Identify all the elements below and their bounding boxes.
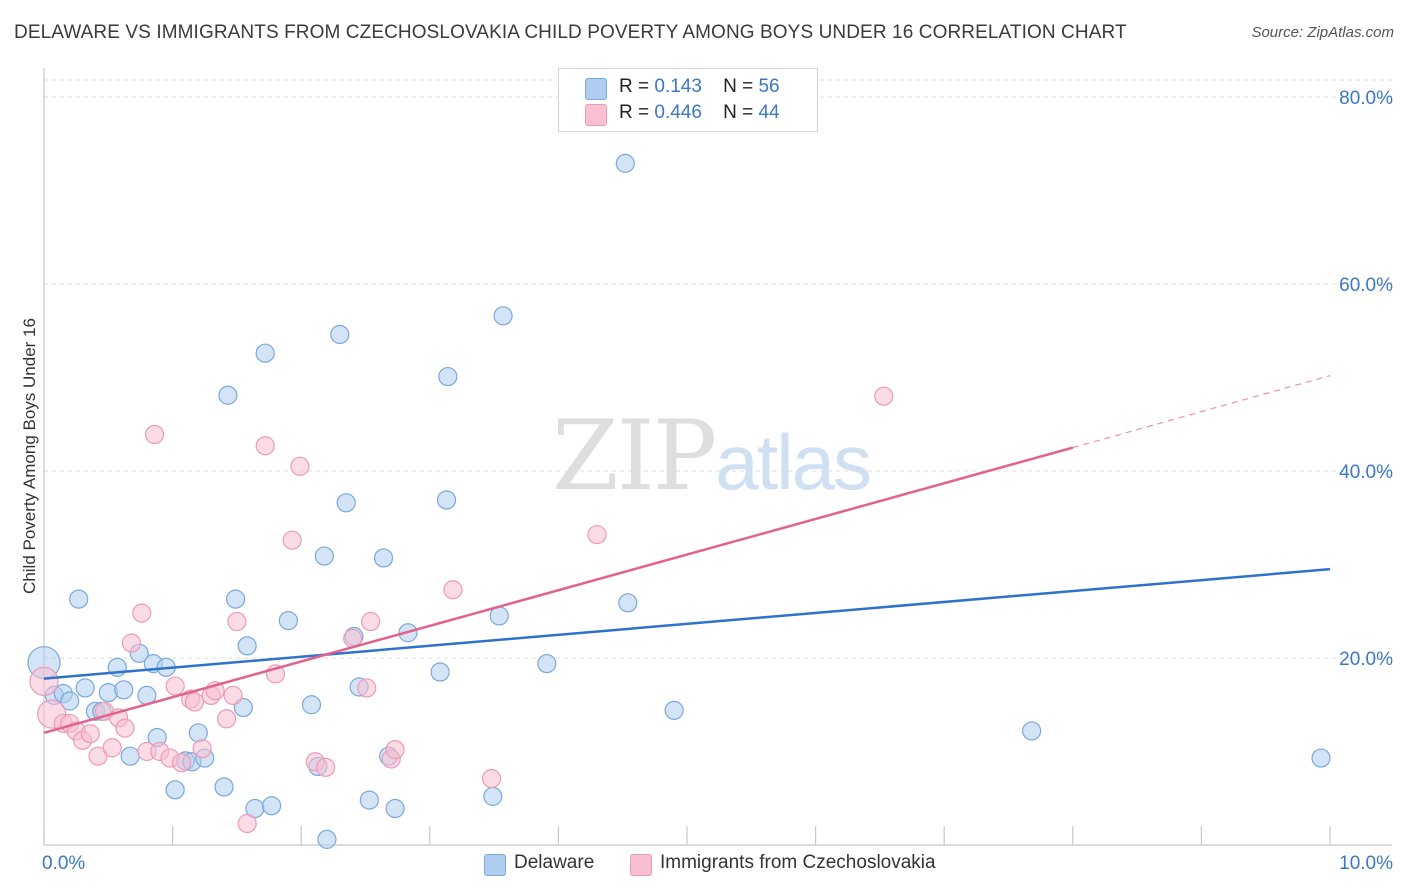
point-delaware [314,546,334,566]
point-delaware [385,798,405,819]
point-delaware [237,636,257,656]
x-tick-label-max: 10.0% [1339,853,1393,874]
point-delaware [218,385,238,405]
point-delaware [60,691,80,711]
point-delaware [436,490,457,510]
legend-label-delaware: Delaware [514,852,595,873]
point-czechoslovakia [443,580,463,600]
point-czechoslovakia [316,757,336,777]
watermark: ZIPatlas [552,400,872,512]
legend-r-value: 0.446 [654,102,702,123]
trend-line-czechoslovakia [43,446,1074,735]
point-czechoslovakia [80,724,100,744]
point-delaware [75,678,95,698]
point-delaware [317,829,337,849]
legend-swatch-delaware [585,78,607,100]
point-delaware [1311,748,1331,768]
point-delaware [664,700,684,720]
trend-lines [43,375,1331,735]
point-delaware [330,324,350,345]
point-delaware [1022,721,1042,741]
point-delaware [214,777,234,797]
point-delaware [618,593,638,613]
point-delaware [537,654,557,674]
x-tick-label-min: 0.0% [42,853,85,874]
correlation-legend: R = 0.143 N = 56 R = 0.446 N = 44 [558,68,818,132]
point-czechoslovakia [237,813,257,834]
axes [43,68,1392,846]
point-delaware [359,790,379,810]
point-czechoslovakia [227,611,247,632]
legend-r-label: R = [619,76,650,97]
point-czechoslovakia [192,739,212,759]
point-czechoslovakia [223,685,243,706]
point-delaware [483,786,503,806]
point-czechoslovakia [144,424,165,445]
legend-n-value: 56 [758,76,780,97]
point-czechoslovakia [587,524,607,545]
y-tick-label: 20.0% [1339,649,1393,670]
point-delaware [336,493,356,513]
legend-r-value: 0.143 [654,76,702,97]
point-czechoslovakia [385,740,405,760]
point-delaware [226,589,246,609]
point-delaware [188,723,208,743]
data-points [27,153,1331,849]
point-delaware [262,796,282,816]
trend-line-czechoslovakia-extension [1072,375,1331,449]
legend-label-czechoslovakia: Immigrants from Czechoslovakia [660,852,936,873]
legend-swatch-delaware [484,854,506,876]
watermark-atlas: atlas [715,418,872,506]
point-delaware [493,306,513,326]
source-label: Source: ZipAtlas.com [1251,24,1394,41]
trend-line-delaware [43,567,1331,680]
legend-r-label: R = [619,102,650,123]
point-czechoslovakia [115,718,135,738]
point-czechoslovakia [88,746,108,766]
y-tick-label: 80.0% [1339,88,1393,109]
point-delaware [114,680,134,700]
point-delaware [615,153,635,173]
point-czechoslovakia [361,611,381,632]
point-delaware [120,746,140,766]
gridlines [44,79,1392,659]
point-czechoslovakia [255,436,275,456]
tick-labels: 20.0% 40.0% 60.0% 80.0% 0.0% 10.0% [42,88,1393,874]
legend-swatch-czechoslovakia [630,854,652,876]
y-tick-label: 60.0% [1339,275,1393,296]
point-delaware [438,366,458,387]
point-czechoslovakia [172,753,192,773]
point-czechoslovakia [874,386,894,406]
point-czechoslovakia [132,603,152,623]
point-czechoslovakia [481,769,502,789]
point-delaware [69,589,89,609]
point-czechoslovakia [102,738,122,758]
point-czechoslovakia [165,676,185,696]
watermark-zip: ZIP [552,400,717,512]
point-delaware [373,548,394,568]
legend-n-label: N = [723,102,754,123]
point-czechoslovakia [217,709,237,729]
point-czechoslovakia [184,692,205,712]
y-tick-label: 40.0% [1339,462,1393,483]
point-czechoslovakia [121,633,142,653]
legend-swatch-czechoslovakia [585,104,607,126]
point-czechoslovakia [29,666,59,696]
point-czechoslovakia [357,678,377,698]
point-delaware [255,343,275,363]
point-czechoslovakia [282,530,302,550]
point-delaware [301,695,322,715]
legend-n-value: 44 [758,102,780,123]
chart-title: DELAWARE VS IMMIGRANTS FROM CZECHOSLOVAK… [14,22,1127,43]
point-czechoslovakia [290,456,310,476]
legend-n-label: N = [723,76,754,97]
point-delaware [278,610,298,631]
point-delaware [430,662,450,682]
point-delaware [165,780,185,800]
